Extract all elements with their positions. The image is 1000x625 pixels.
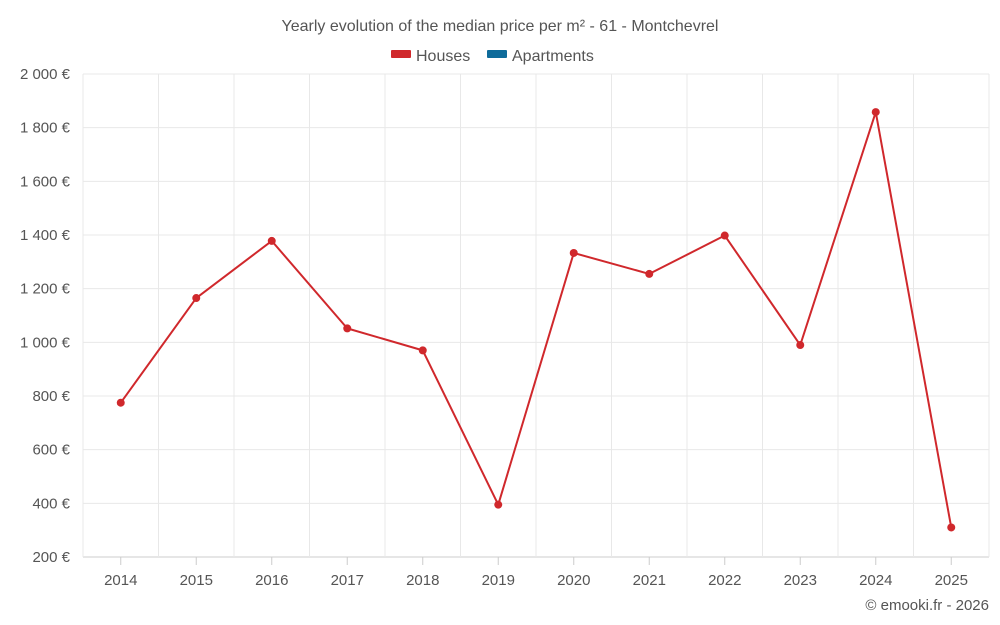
y-tick-label: 1 800 € xyxy=(20,120,71,137)
y-tick-label: 800 € xyxy=(32,388,70,405)
legend-item-houses[interactable]: Houses xyxy=(391,48,470,65)
x-tick-label: 2014 xyxy=(104,572,137,589)
plot-area xyxy=(116,108,956,532)
series-line-houses xyxy=(119,111,953,528)
data-point-houses[interactable] xyxy=(645,269,654,278)
y-tick-label: 1 200 € xyxy=(20,281,71,298)
x-tick-label: 2020 xyxy=(557,572,590,589)
data-point-houses[interactable] xyxy=(116,398,125,407)
x-tick-label: 2018 xyxy=(406,572,439,589)
data-point-houses[interactable] xyxy=(267,236,276,245)
x-tick-label: 2025 xyxy=(935,572,968,589)
x-tick-label: 2024 xyxy=(859,572,892,589)
y-tick-label: 200 € xyxy=(32,549,70,566)
data-point-houses[interactable] xyxy=(494,500,503,509)
chart-title: Yearly evolution of the median price per… xyxy=(282,18,719,35)
data-point-houses[interactable] xyxy=(343,324,352,333)
y-tick-label: 600 € xyxy=(32,442,70,459)
y-tick-label: 1 600 € xyxy=(20,173,71,190)
grid xyxy=(82,73,990,558)
x-tick-label: 2016 xyxy=(255,572,288,589)
data-point-houses[interactable] xyxy=(418,346,427,355)
x-axis: 2014 2015 2016 2017 2018 2019 2020 2021 2022 2023… xyxy=(104,557,968,589)
data-point-houses[interactable] xyxy=(720,231,729,240)
x-tick-label: 2022 xyxy=(708,572,741,589)
legend-label-houses: Houses xyxy=(416,48,470,65)
y-tick-label: 1 400 € xyxy=(20,227,71,244)
y-tick-label: 1 000 € xyxy=(20,334,71,351)
data-point-houses[interactable] xyxy=(947,523,956,532)
x-tick-label: 2015 xyxy=(180,572,213,589)
y-axis: 200 € 400 € 600 € 800 € 1 000 € 1 200 € 1 400 … xyxy=(20,66,71,566)
credit-text: © emooki.fr - 2026 xyxy=(865,597,989,614)
y-tick-label: 2 000 € xyxy=(20,66,71,83)
legend-item-apartments[interactable]: Apartments xyxy=(487,48,594,65)
data-point-houses[interactable] xyxy=(192,294,201,303)
x-tick-label: 2017 xyxy=(331,572,364,589)
legend: Houses Apartments xyxy=(391,48,594,65)
data-point-houses[interactable] xyxy=(796,341,805,350)
x-tick-label: 2019 xyxy=(482,572,515,589)
data-point-houses[interactable] xyxy=(569,248,578,257)
legend-swatch-houses xyxy=(391,50,411,58)
legend-label-apartments: Apartments xyxy=(512,48,594,65)
x-tick-label: 2023 xyxy=(784,572,817,589)
x-tick-label: 2021 xyxy=(633,572,666,589)
y-tick-label: 400 € xyxy=(32,495,70,512)
data-point-houses[interactable] xyxy=(871,108,880,117)
legend-swatch-apartments xyxy=(487,50,507,58)
